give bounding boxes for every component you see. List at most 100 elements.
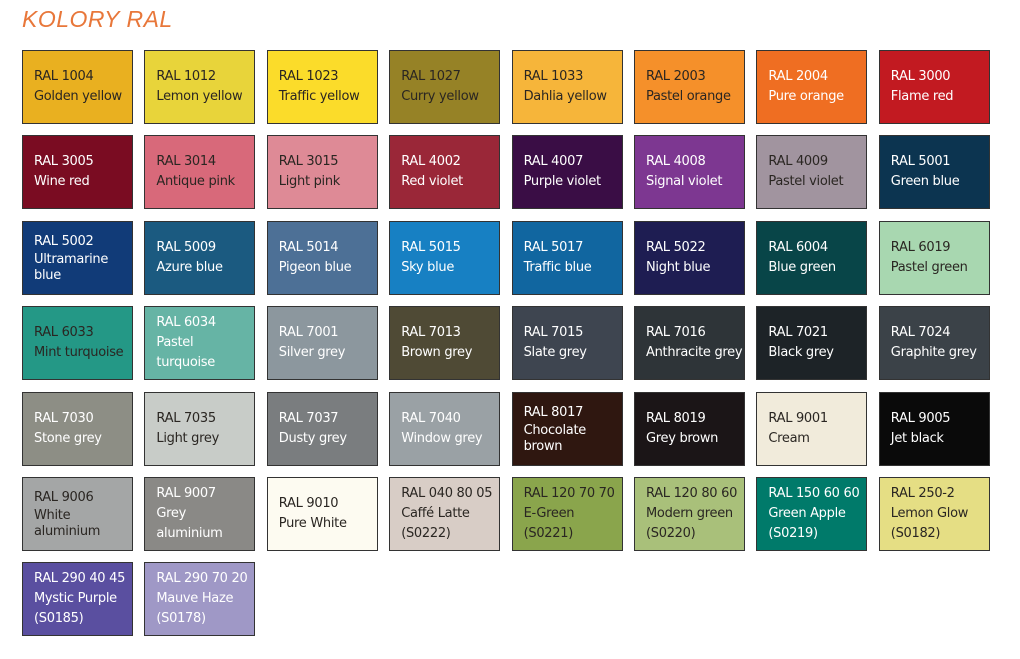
swatch-name: Pastel green — [890, 259, 968, 275]
swatch-code: RAL 250-2 — [890, 486, 955, 501]
color-swatch: RAL 7035 Light grey — [144, 391, 256, 466]
swatch-code: RAL 3014 — [156, 154, 216, 170]
swatch-code: RAL 4002 — [401, 154, 461, 170]
swatch-code: RAL 1027 — [401, 69, 461, 84]
color-swatch: RAL 5015 Sky blue — [389, 220, 501, 295]
swatch-reference: (S0182) — [890, 526, 941, 541]
swatch-name: Caffé Latte — [401, 506, 470, 521]
color-swatch: RAL 4008 Signal violet — [634, 135, 745, 210]
swatch-code: RAL 120 70 70 — [523, 486, 615, 501]
swatch-reference: (S0222) — [401, 526, 451, 541]
swatch-name: Black grey — [768, 345, 834, 361]
swatch-name: Red violet — [401, 174, 463, 190]
swatch-code: RAL 5001 — [890, 154, 951, 170]
color-swatch: RAL 5014 Pigeon blue — [266, 220, 378, 295]
swatch-name: Pigeon blue — [278, 259, 352, 275]
color-swatch: RAL 2004 Pure orange — [756, 50, 868, 124]
color-swatch: RAL 5001 Green blue — [878, 135, 990, 210]
swatch-code: RAL 9007 — [156, 486, 216, 501]
swatch-code: RAL 9010 — [278, 496, 339, 511]
swatch-code: RAL 2003 — [646, 69, 706, 84]
swatch-name: Sky blue — [401, 259, 455, 275]
swatch-name: Cream — [768, 430, 810, 446]
swatch-name: Light pink — [278, 174, 341, 190]
swatch-name: Green blue — [890, 174, 960, 190]
color-swatch: RAL 4009 Pastel violet — [756, 135, 868, 210]
swatch-code: RAL 8019 — [646, 410, 706, 426]
swatch-code: RAL 4007 — [523, 154, 584, 170]
swatch-name: Grey brown — [646, 430, 719, 446]
swatch-name: Purple violet — [523, 174, 602, 190]
swatch-name: Slate grey — [523, 345, 587, 361]
swatch-name: Dusty grey — [278, 430, 347, 446]
swatch-code: RAL 5015 — [401, 239, 461, 255]
color-swatch: RAL 6033 Mint turquoise — [22, 306, 133, 381]
color-swatch: RAL 120 80 60 Modern green (S0220) — [634, 477, 745, 551]
swatch-name: Curry yellow — [401, 89, 479, 104]
page-title: KOLORY RAL — [22, 6, 173, 32]
swatch-name: Pure White — [278, 516, 347, 531]
swatch-name: Grey aluminium — [156, 506, 223, 541]
swatch-name: Graphite grey — [890, 345, 977, 361]
swatch-name: Traffic blue — [523, 259, 592, 275]
color-swatch: RAL 7016 Anthracite grey — [634, 306, 745, 381]
swatch-code: RAL 4009 — [768, 154, 828, 170]
swatch-reference: (S0219) — [768, 526, 818, 541]
color-swatch: RAL 8019 Grey brown — [634, 391, 745, 466]
color-swatch: RAL 5002 Ultramarine blue — [22, 220, 133, 295]
swatch-code: RAL 5014 — [278, 239, 339, 255]
swatch-code: RAL 1012 — [156, 69, 216, 84]
color-swatch: RAL 4002 Red violet — [389, 135, 501, 210]
color-swatch: RAL 5009 Azure blue — [144, 220, 256, 295]
swatch-code: RAL 2004 — [768, 69, 828, 84]
swatch-name: Pastel orange — [646, 89, 731, 104]
color-swatch: RAL 9010 Pure White — [266, 477, 378, 551]
swatch-name: Golden yellow — [34, 89, 122, 104]
swatch-code: RAL 150 60 60 — [768, 486, 860, 501]
color-swatch: RAL 7015 Slate grey — [511, 306, 623, 381]
swatch-code: RAL 6034 — [156, 315, 216, 331]
swatch-name: Mauve Haze — [156, 591, 234, 607]
swatch-code: RAL 7013 — [401, 325, 461, 341]
color-swatch: RAL 250-2 Lemon Glow (S0182) — [878, 477, 990, 551]
color-swatch: RAL 4007 Purple violet — [511, 135, 623, 210]
swatch-code: RAL 3000 — [890, 69, 951, 84]
swatch-name: Night blue — [646, 259, 711, 275]
color-swatch: RAL 1004 Golden yellow — [22, 50, 133, 124]
color-swatch: RAL 1023 Traffic yellow — [266, 50, 378, 124]
color-swatch: RAL 5017 Traffic blue — [511, 220, 623, 295]
color-swatch: RAL 1033 Dahlia yellow — [511, 50, 623, 124]
swatch-reference: (S0185) — [34, 611, 84, 627]
swatch-code: RAL 5022 — [646, 239, 706, 255]
swatch-code: RAL 7016 — [646, 325, 706, 341]
color-swatch: RAL 3015 Light pink — [266, 135, 378, 210]
swatch-name: Ultramarine blue — [34, 251, 109, 283]
color-swatch: RAL 6004 Blue green — [756, 220, 868, 295]
swatch-name: Mint turquoise — [34, 345, 124, 361]
swatch-name: Flame red — [890, 89, 954, 104]
swatch-name: Stone grey — [34, 430, 102, 446]
color-swatch: RAL 2003 Pastel orange — [634, 50, 745, 124]
color-swatch: RAL 7024 Graphite grey — [878, 306, 990, 381]
swatch-reference: (S0220) — [646, 526, 696, 541]
swatch-code: RAL 7021 — [768, 325, 828, 341]
swatch-name: White aluminium — [34, 508, 101, 539]
swatch-name: Traffic yellow — [278, 89, 360, 104]
swatch-name: E-Green — [523, 506, 575, 521]
swatch-name: Lemon Glow — [890, 506, 969, 521]
swatch-code: RAL 3015 — [278, 154, 339, 170]
swatch-code: RAL 9001 — [768, 410, 828, 426]
swatch-code: RAL 9005 — [890, 410, 951, 426]
swatch-name: Modern green — [646, 506, 733, 521]
swatch-name: Azure blue — [156, 259, 223, 275]
swatch-name: Light grey — [156, 430, 219, 446]
swatch-name: Dahlia yellow — [523, 89, 607, 104]
swatch-code: RAL 1023 — [278, 69, 339, 84]
swatch-name: Silver grey — [278, 345, 346, 361]
color-swatch: RAL 040 80 05 Caffé Latte (S0222) — [389, 477, 501, 551]
swatch-name: Signal violet — [646, 174, 723, 190]
swatch-name: Mystic Purple — [34, 591, 117, 607]
swatch-code: RAL 120 80 60 — [646, 486, 738, 501]
color-swatch: RAL 120 70 70 E-Green (S0221) — [511, 477, 623, 551]
color-swatch: RAL 7021 Black grey — [756, 306, 868, 381]
